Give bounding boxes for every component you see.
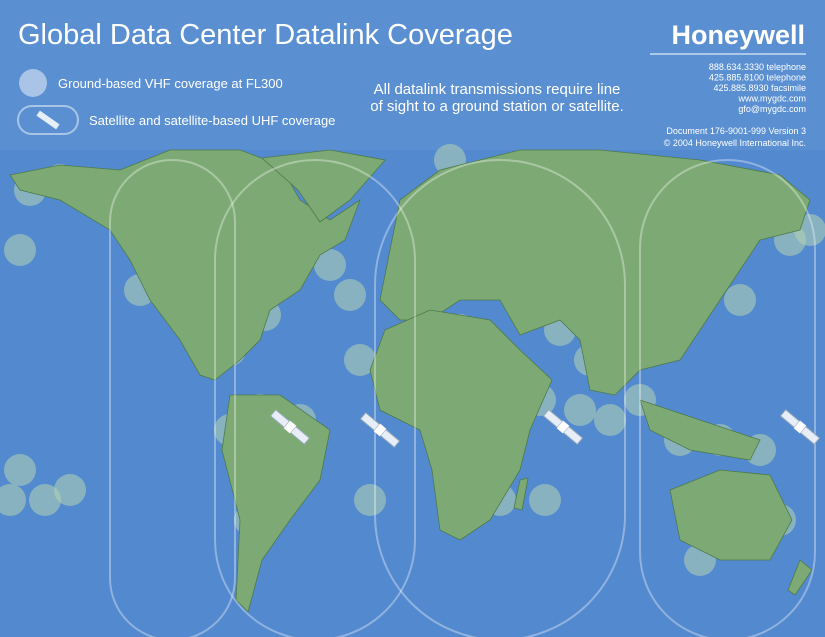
satellite-footprint xyxy=(374,159,626,637)
greenland xyxy=(261,149,386,223)
contact-line: gfo@mygdc.com xyxy=(738,104,806,114)
coverage-circle xyxy=(54,474,86,506)
satellite-footprints xyxy=(109,159,816,637)
coverage-circle xyxy=(354,484,386,516)
coverage-circle xyxy=(594,404,626,436)
legend-item: Ground-based VHF coverage at FL300 xyxy=(58,76,283,91)
note-line: of sight to a ground station or satellit… xyxy=(370,98,623,115)
title: Global Data Center Datalink Coverage xyxy=(18,19,513,51)
coverage-circle xyxy=(0,484,26,516)
southeast-asia xyxy=(639,399,761,461)
document-line: © 2004 Honeywell International Inc. xyxy=(664,138,806,148)
satellite xyxy=(779,409,821,445)
madagascar xyxy=(513,477,529,511)
contact-line: www.mygdc.com xyxy=(737,94,806,104)
south-america xyxy=(221,394,331,613)
continents xyxy=(9,149,813,613)
legend-vhf-icon xyxy=(19,69,47,97)
satellite-body xyxy=(283,420,297,434)
satellites xyxy=(269,409,821,448)
satellite-body xyxy=(373,423,387,437)
note-line: All datalink transmissions require line xyxy=(374,81,621,98)
new-zealand xyxy=(787,559,813,596)
brand: Honeywell xyxy=(671,20,805,50)
legend-sat-symbol xyxy=(36,110,60,130)
contact-line: 425.885.8930 facsimile xyxy=(713,83,806,93)
legend-sat-icon xyxy=(17,105,79,135)
coverage-circle xyxy=(724,284,756,316)
australia xyxy=(669,469,793,561)
satellite xyxy=(542,409,584,445)
satellite-body xyxy=(793,420,807,434)
contact-line: 425.885.8100 telephone xyxy=(709,73,806,83)
satellite xyxy=(359,412,401,448)
coverage-circle xyxy=(29,484,61,516)
satellite-footprint xyxy=(109,159,236,637)
satellite xyxy=(269,409,311,445)
contact-line: 888.634.3330 telephone xyxy=(709,62,806,72)
satellite-footprint xyxy=(639,159,816,637)
africa xyxy=(369,309,553,541)
legend-item: Satellite and satellite-based UHF covera… xyxy=(89,113,335,128)
coverage-circle xyxy=(314,249,346,281)
north-america xyxy=(9,149,361,381)
satellite-footprint xyxy=(214,159,416,637)
coverage-circle xyxy=(334,279,366,311)
eurasia xyxy=(379,149,811,396)
document-line: Document 176-9001-999 Version 3 xyxy=(666,126,806,136)
coverage-circle xyxy=(564,394,596,426)
coverage-circle xyxy=(344,344,376,376)
coverage-circle xyxy=(4,454,36,486)
coverage-circle xyxy=(4,234,36,266)
satellite-body xyxy=(556,420,570,434)
coverage-circle xyxy=(529,484,561,516)
